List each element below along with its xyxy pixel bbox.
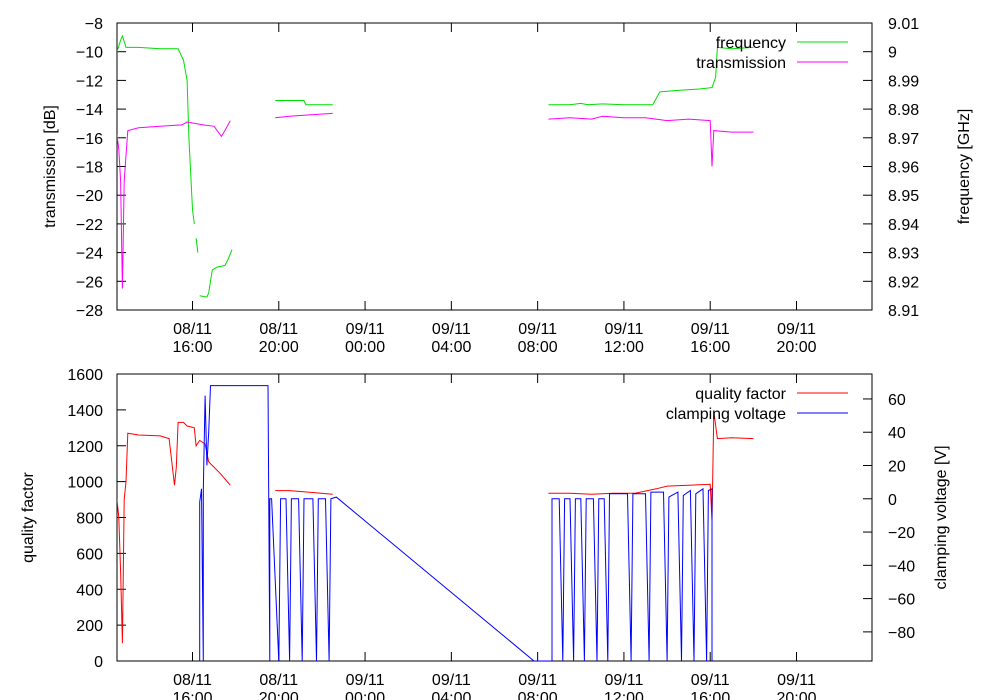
quality-factor-series-line (275, 490, 333, 495)
x-tick-label: 09/11 (604, 672, 643, 689)
y-right-tick-label: 8.99 (888, 73, 919, 90)
x-tick-label: 00:00 (345, 339, 385, 356)
legend-label: quality factor (695, 386, 786, 403)
y-right-tick-label: −40 (888, 558, 915, 575)
transmission-series-line (117, 120, 231, 289)
x-tick-label: 09/11 (432, 672, 471, 689)
y-left-tick-label: −24 (76, 246, 103, 263)
y-left-tick-label: −8 (85, 16, 103, 33)
y-left-tick-label: 1600 (67, 367, 103, 384)
y-left-tick-label: −12 (76, 73, 103, 90)
x-tick-label: 08:00 (518, 339, 558, 356)
y-right-tick-label: −80 (888, 625, 915, 642)
x-tick-label: 08/11 (259, 321, 298, 338)
plot-area (117, 34, 754, 298)
x-tick-label: 16:00 (172, 339, 212, 356)
plot-area (117, 385, 754, 661)
x-tick-label: 09/11 (777, 321, 816, 338)
legend-label: clamping voltage (666, 406, 786, 423)
y-right-tick-label: 9 (888, 45, 897, 62)
frequency-series-line (195, 238, 199, 253)
y-right-tick-label: 8.95 (888, 188, 919, 205)
x-tick-label: 16:00 (690, 690, 730, 700)
x-tick-label: 09/11 (346, 672, 385, 689)
y-right-tick-label: 0 (888, 492, 897, 509)
y-right-tick-label: 9.01 (888, 16, 919, 33)
y-right-tick-label: 8.91 (888, 303, 919, 320)
y-right-tick-label: 8.97 (888, 131, 919, 148)
x-tick-label: 09/11 (518, 672, 557, 689)
frequency-series-line (199, 249, 233, 298)
legend-label: transmission (696, 55, 786, 72)
transmission-series-line (548, 115, 754, 167)
quality-factor-series-line (548, 411, 754, 522)
x-tick-label: 04:00 (431, 339, 471, 356)
y-right-tick-label: 40 (888, 425, 906, 442)
x-tick-label: 20:00 (259, 339, 299, 356)
x-tick-label: 04:00 (431, 690, 471, 700)
frequency-series-line (548, 46, 754, 106)
y-left-tick-label: −16 (76, 131, 103, 148)
x-tick-label: 09/11 (432, 321, 471, 338)
y-left-tick-label: 1400 (67, 403, 103, 420)
y-left-tick-label: 1000 (67, 475, 103, 492)
y-left-tick-label: −14 (76, 102, 103, 119)
x-tick-label: 12:00 (604, 690, 644, 700)
y-right-tick-label: 20 (888, 459, 906, 476)
y-left-tick-label: −18 (76, 160, 103, 177)
quality-factor-series-line (117, 421, 231, 644)
x-tick-label: 09/11 (777, 672, 816, 689)
x-tick-label: 16:00 (172, 690, 212, 700)
x-tick-label: 20:00 (776, 690, 816, 700)
x-tick-label: 08/11 (173, 321, 212, 338)
y-left-tick-label: −28 (76, 303, 103, 320)
x-tick-label: 00:00 (345, 690, 385, 700)
y-right-axis-label: frequency [GHz] (956, 109, 973, 225)
frequency-series-line (117, 34, 195, 224)
y-right-axis-label: clamping voltage [V] (933, 445, 950, 589)
y-left-axis-label: transmission [dB] (42, 105, 59, 228)
x-tick-label: 20:00 (259, 690, 299, 700)
x-tick-label: 08/11 (259, 672, 298, 689)
x-tick-label: 09/11 (518, 321, 557, 338)
x-tick-label: 08/11 (173, 672, 212, 689)
x-tick-label: 09/11 (691, 321, 730, 338)
y-right-tick-label: 8.92 (888, 274, 919, 291)
y-left-tick-label: 0 (94, 654, 103, 671)
x-tick-label: 09/11 (604, 321, 643, 338)
y-right-tick-label: 8.93 (888, 246, 919, 263)
y-left-tick-label: −26 (76, 274, 103, 291)
y-left-tick-label: 1200 (67, 439, 103, 456)
y-left-tick-label: −10 (76, 45, 103, 62)
y-right-tick-label: 8.94 (888, 217, 919, 234)
x-tick-label: 12:00 (604, 339, 644, 356)
y-left-tick-label: −20 (76, 188, 103, 205)
y-right-tick-label: 8.98 (888, 102, 919, 119)
y-right-tick-label: 8.96 (888, 160, 919, 177)
legend-label: frequency (716, 35, 786, 52)
x-tick-label: 20:00 (776, 339, 816, 356)
x-tick-label: 09/11 (346, 321, 385, 338)
top-panel: 08/1116:0008/1120:0009/1100:0009/1104:00… (42, 16, 973, 356)
y-left-tick-label: −22 (76, 217, 103, 234)
y-left-axis-label: quality factor (20, 471, 37, 562)
y-right-tick-label: −20 (888, 525, 915, 542)
x-tick-label: 09/11 (691, 672, 730, 689)
y-left-tick-label: 200 (76, 618, 103, 635)
y-left-tick-label: 400 (76, 582, 103, 599)
y-right-tick-label: 60 (888, 392, 906, 409)
y-left-tick-label: 800 (76, 511, 103, 528)
frequency-series-line (275, 100, 333, 106)
clamping-voltage-series-line (199, 385, 713, 661)
x-tick-label: 16:00 (690, 339, 730, 356)
x-tick-label: 08:00 (518, 690, 558, 700)
transmission-series-line (275, 112, 333, 119)
y-left-tick-label: 600 (76, 546, 103, 563)
y-right-tick-label: −60 (888, 592, 915, 609)
bottom-panel: 08/1116:0008/1120:0009/1100:0009/1104:00… (20, 367, 950, 700)
